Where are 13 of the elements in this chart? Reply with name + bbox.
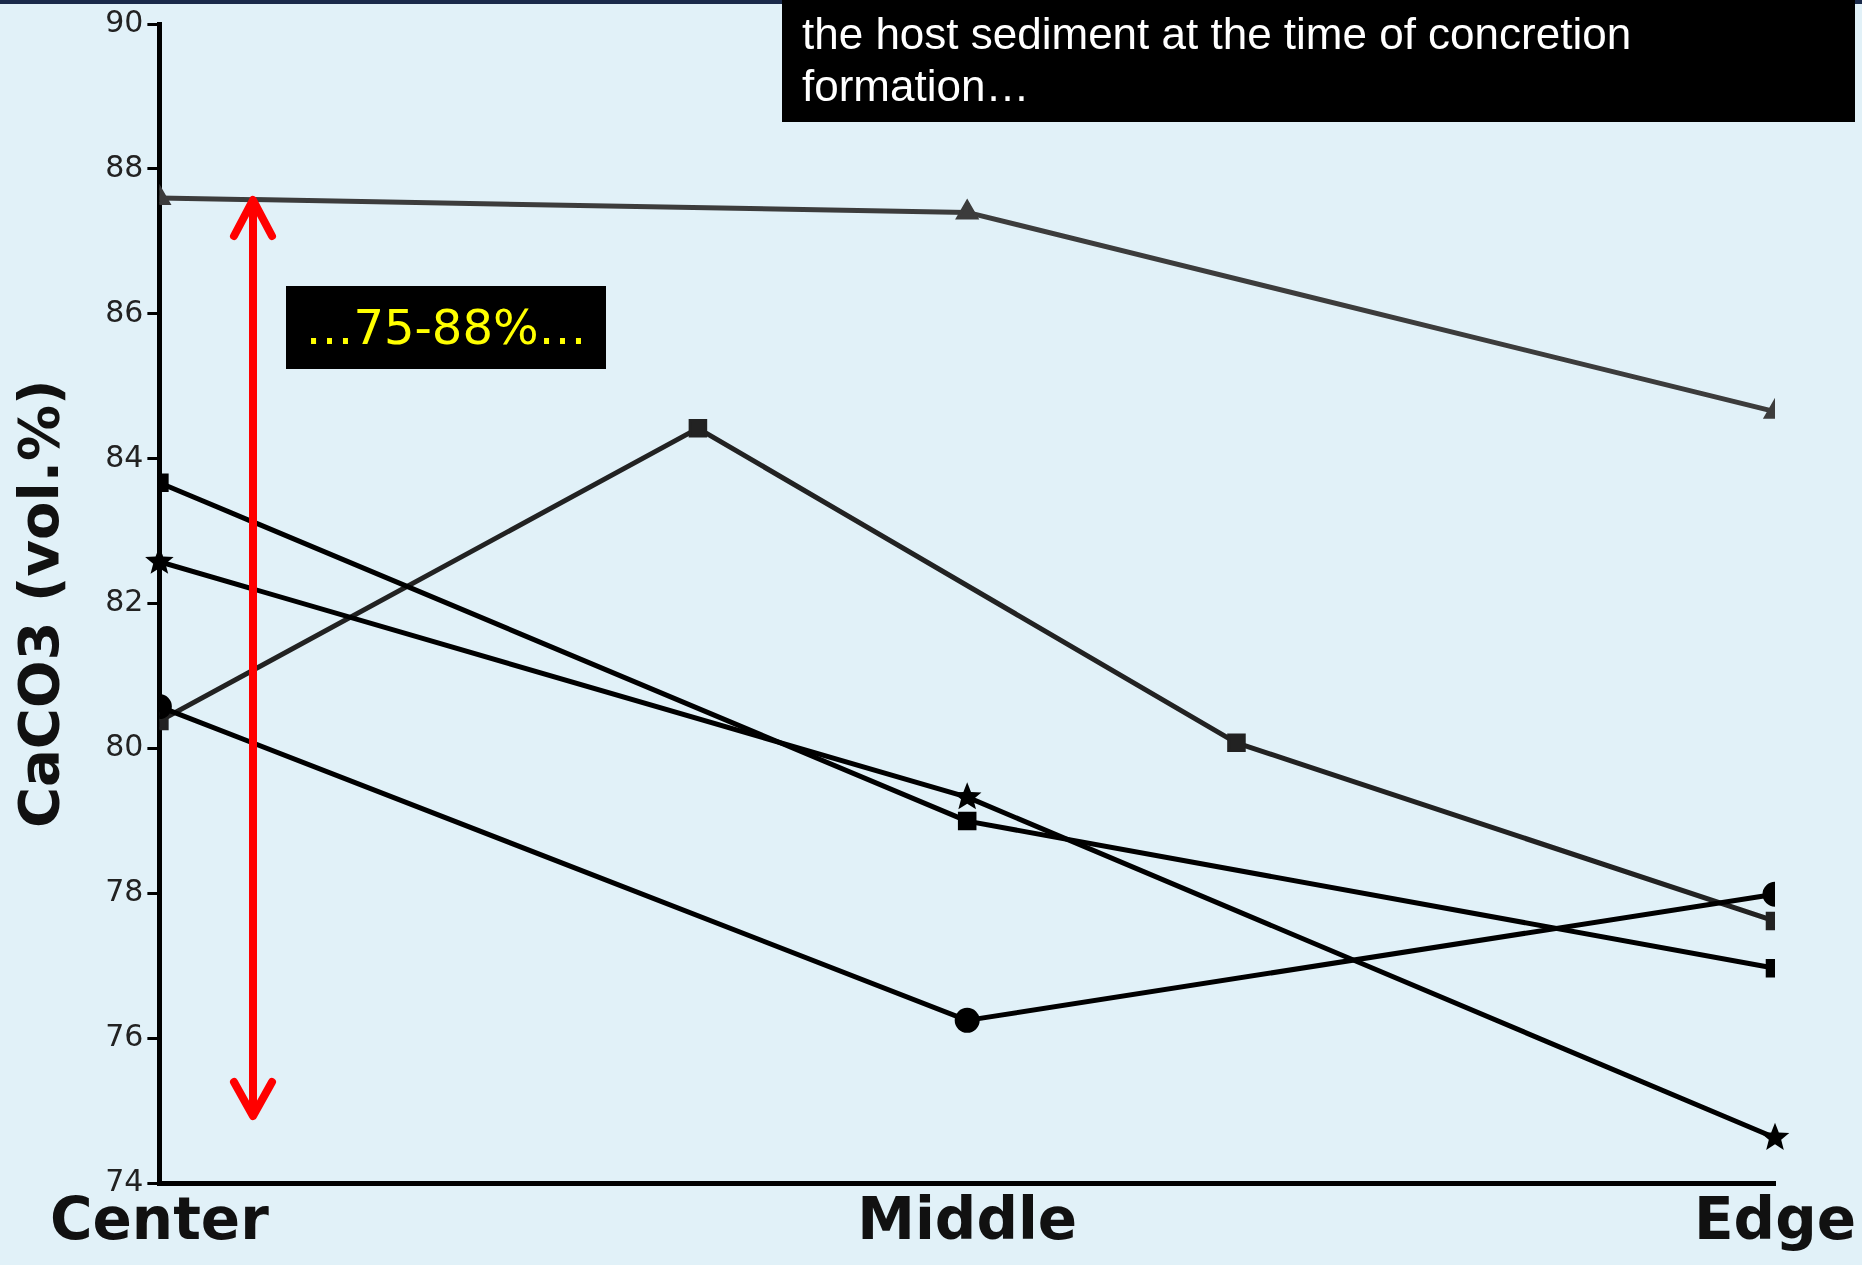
y-tick-label: 80: [105, 728, 144, 764]
y-tick-label: 84: [105, 438, 144, 474]
y-tick-label: 86: [105, 293, 144, 329]
y-tick-label: 76: [105, 1018, 144, 1054]
x-tick-label: Middle: [857, 1185, 1078, 1254]
text-box: …75-88%…: [286, 286, 606, 369]
y-tick-label: 88: [105, 148, 144, 184]
y-tick-label: 78: [105, 873, 144, 909]
y-axis-title: CaCO3 (vol.%): [6, 379, 72, 829]
text-box: the host sediment at the time of concretion formation…: [782, 0, 1855, 122]
y-tick-label: 82: [105, 583, 144, 619]
y-tick-label: 90: [105, 3, 144, 39]
x-tick-label: Edge: [1694, 1185, 1856, 1254]
